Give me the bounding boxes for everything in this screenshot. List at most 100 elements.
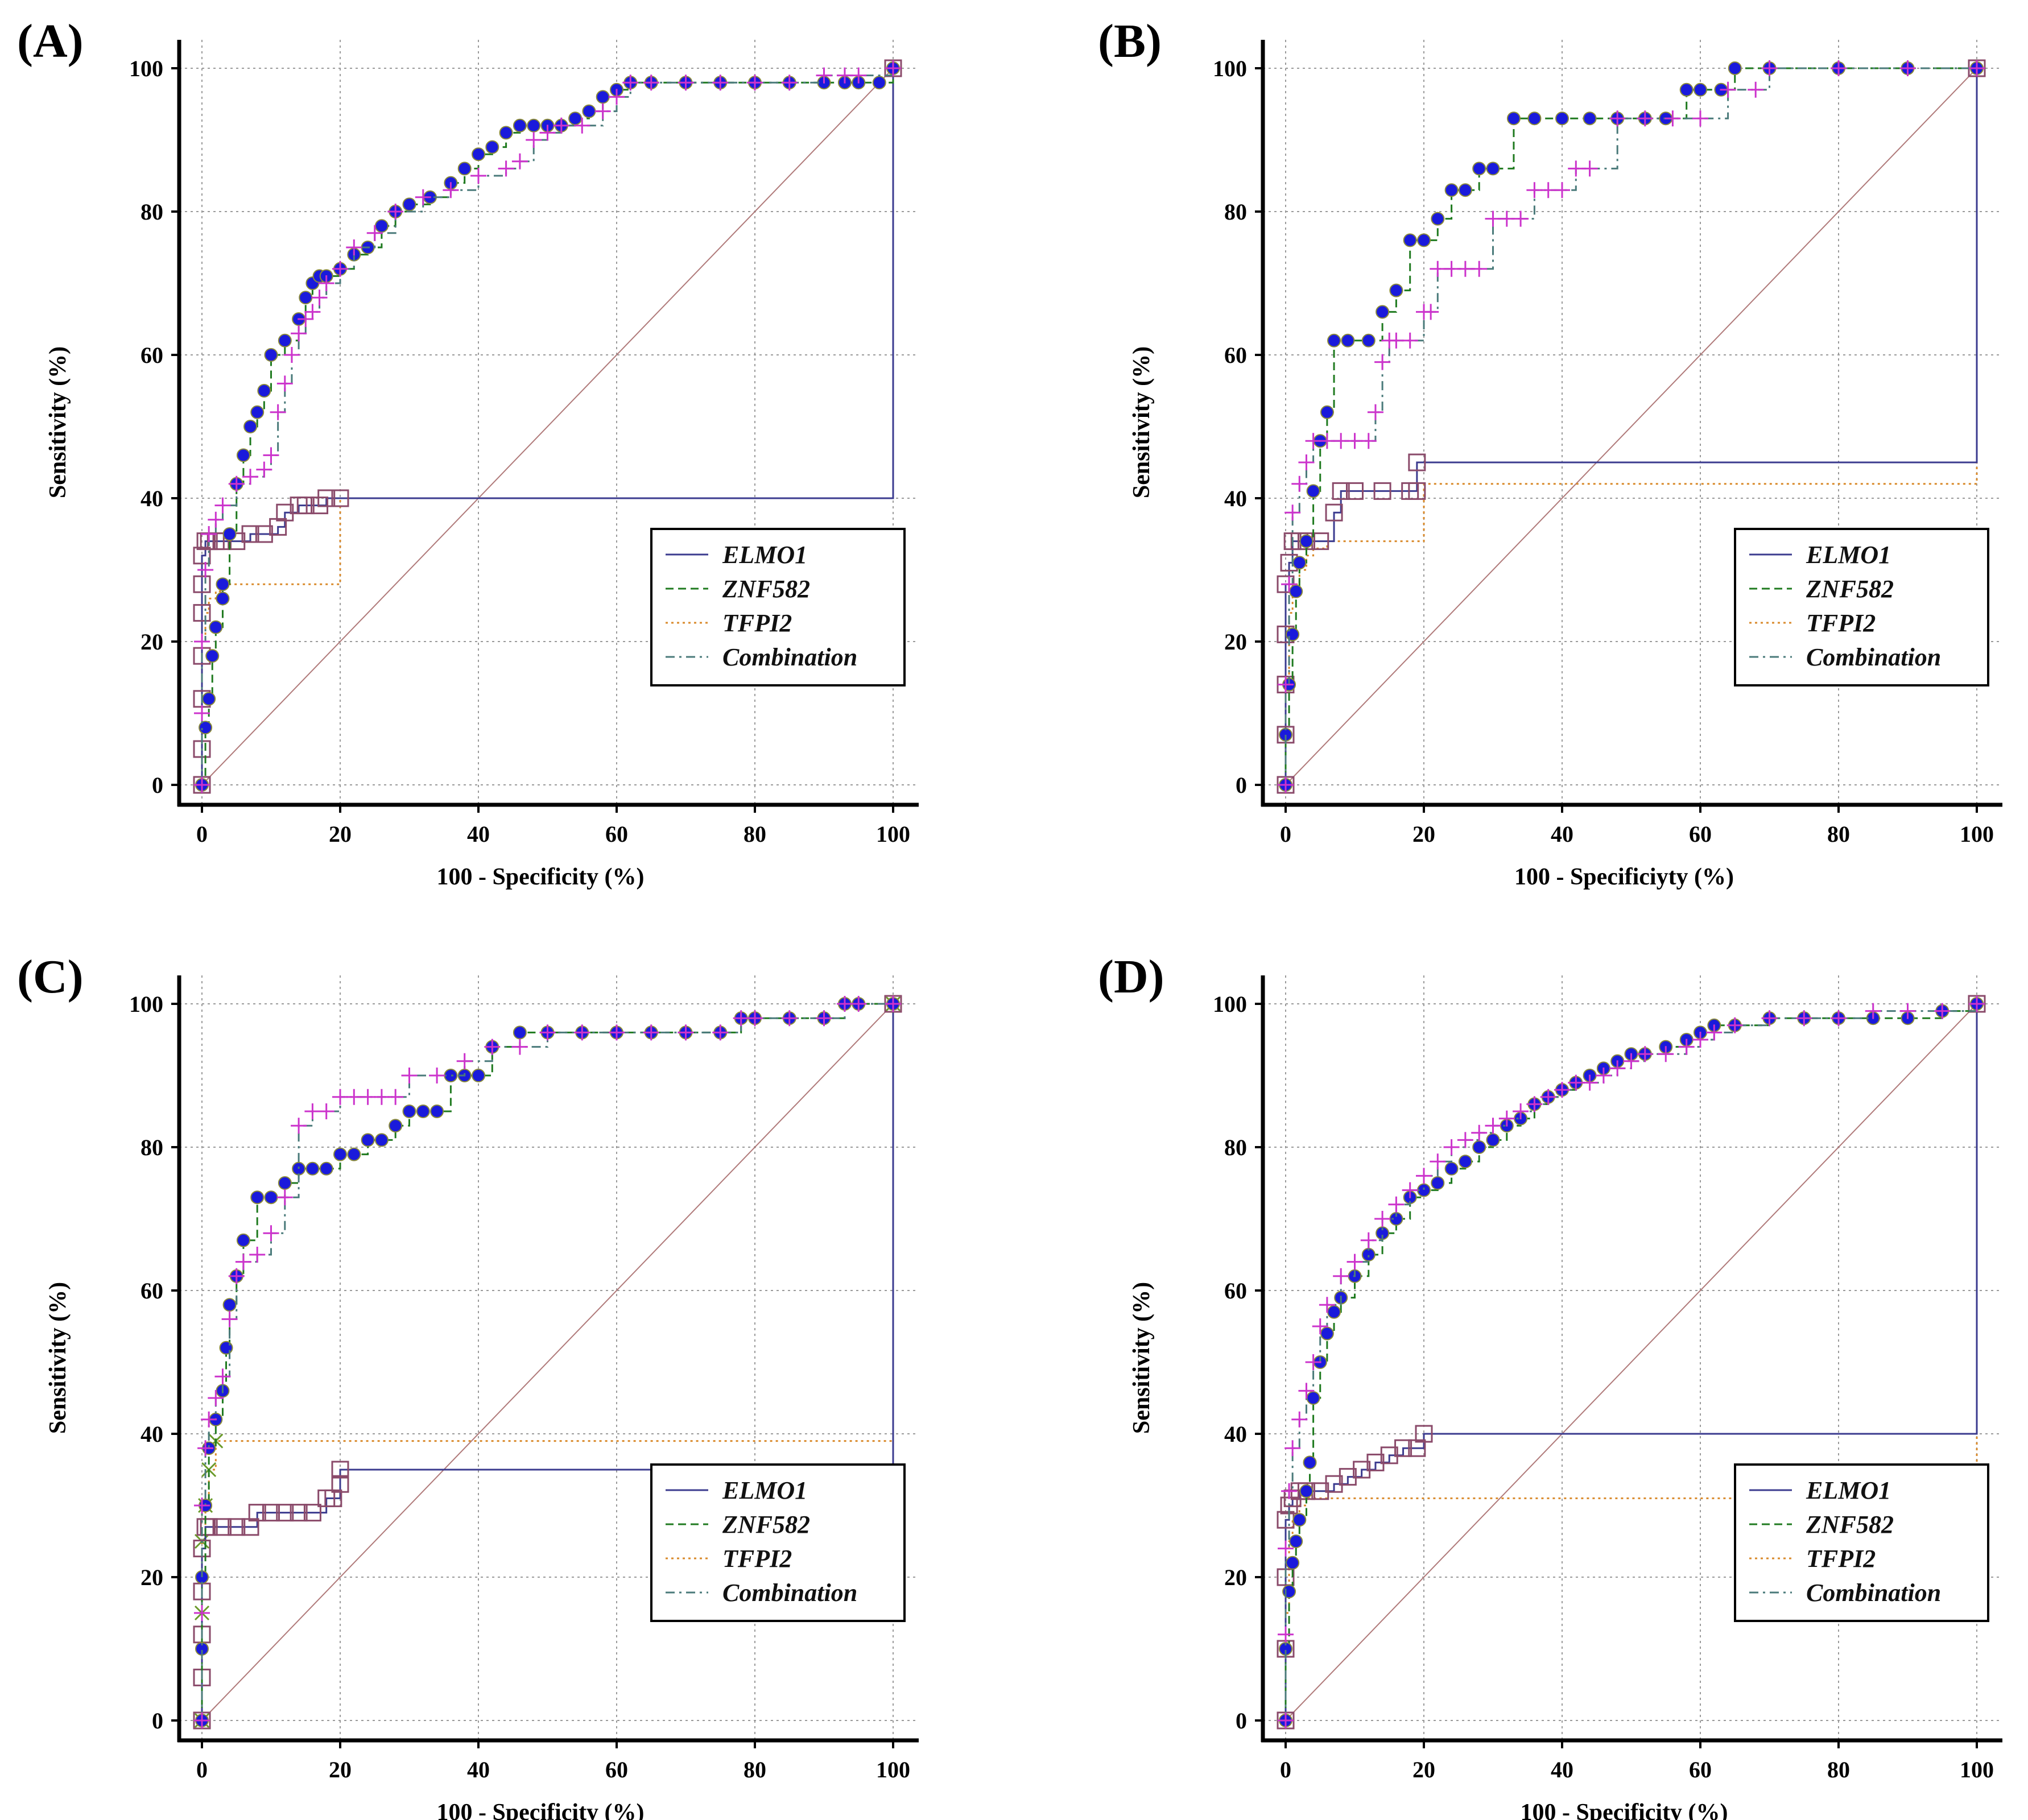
legend-label-tfpi2: TFPI2	[1806, 1545, 1876, 1573]
data-point	[1325, 503, 1343, 522]
data-point	[214, 497, 231, 514]
panel-label: (B)	[1098, 15, 1162, 68]
series-line-combination	[201, 1003, 893, 1720]
data-point	[1444, 183, 1459, 197]
data-point	[214, 1368, 231, 1385]
data-point	[1306, 484, 1320, 498]
data-point	[1292, 1513, 1307, 1527]
x-tick-label: 80	[744, 821, 766, 847]
legend-label-elmo1: ELMO1	[722, 1476, 807, 1504]
data-point	[553, 117, 569, 134]
data-point	[250, 405, 265, 419]
chart-panel-d: (D) 0 20 40 60 80 100 0 20 40 60 80 100 100 - Specifi…	[1098, 950, 2002, 1820]
data-point	[1471, 260, 1488, 277]
data-point	[366, 225, 383, 241]
y-tick-label: 60	[141, 342, 163, 368]
x-tick-label: 100	[1960, 1757, 1994, 1782]
data-point	[430, 1105, 444, 1118]
data-point	[1637, 1046, 1653, 1062]
chart-panel-c: (C) 0 20 40 60 80 100 0 20 40 60 80 100 100 - Specifi…	[17, 950, 919, 1820]
data-point	[1637, 110, 1653, 127]
data-point	[643, 75, 659, 91]
data-point	[303, 1504, 321, 1522]
legend-label-tfpi2: TFPI2	[722, 1545, 792, 1573]
data-point	[1581, 1074, 1598, 1091]
data-point	[1485, 1118, 1501, 1134]
data-point	[1347, 433, 1363, 449]
data-point	[257, 384, 271, 398]
data-point	[1568, 160, 1584, 177]
data-point	[333, 1147, 347, 1161]
data-point	[299, 291, 313, 305]
data-point	[1540, 1089, 1556, 1105]
data-point	[1472, 1140, 1486, 1154]
data-point	[574, 117, 590, 134]
data-point	[568, 111, 583, 126]
data-point	[1320, 1326, 1334, 1341]
y-tick-label: 0	[152, 1708, 163, 1734]
data-point	[304, 304, 321, 320]
data-point	[1347, 1254, 1363, 1270]
data-point	[1360, 433, 1377, 449]
data-point	[1319, 433, 1335, 449]
data-point	[594, 103, 611, 119]
data-point	[678, 75, 694, 91]
data-point	[1367, 404, 1383, 420]
data-point	[319, 1161, 333, 1176]
data-point	[416, 1105, 430, 1118]
x-tick-label: 20	[329, 1757, 352, 1782]
data-point	[197, 562, 214, 578]
x-tick-label: 20	[1412, 821, 1435, 847]
grid	[179, 40, 919, 805]
data-point	[415, 189, 431, 205]
data-point	[194, 1605, 210, 1621]
data-point	[241, 1518, 259, 1536]
data-point	[264, 348, 278, 362]
data-point	[296, 497, 315, 515]
legend-label-combination: Combination	[1806, 1579, 1941, 1607]
chart-panel-b: (B) 0 20 40 60 80 100 0 20 40 60 80 100 100 - Specifi…	[1098, 15, 2002, 890]
data-point	[1471, 1124, 1488, 1141]
y-tick-label: 60	[1224, 342, 1247, 368]
data-point	[1374, 354, 1391, 370]
data-point	[1416, 1168, 1432, 1184]
data-point	[236, 1233, 250, 1247]
data-point	[1408, 1439, 1426, 1457]
y-tick-label: 80	[141, 1135, 163, 1160]
data-point	[1415, 1425, 1433, 1443]
x-tick-label: 40	[1551, 1757, 1573, 1782]
y-tick-label: 0	[1236, 1708, 1247, 1734]
series-combination	[1278, 996, 1985, 1728]
reference-diagonal	[201, 68, 894, 785]
data-point	[1286, 1556, 1300, 1570]
data-point	[194, 705, 210, 721]
x-tick-label: 100	[876, 1757, 910, 1782]
data-point	[1341, 333, 1355, 348]
data-point	[1286, 627, 1300, 642]
data-point	[816, 67, 832, 84]
legend: ELMO1 ZNF582 TFPI2 Combination	[1734, 1463, 1989, 1622]
data-point	[291, 325, 307, 342]
data-point	[1289, 1534, 1303, 1548]
data-point	[1865, 1003, 1881, 1019]
data-point	[331, 1475, 349, 1493]
data-point	[1360, 1232, 1377, 1248]
data-point	[1299, 1484, 1314, 1498]
data-point	[1899, 1003, 1916, 1019]
data-point	[781, 1010, 798, 1027]
data-point	[387, 204, 404, 220]
data-point	[1278, 676, 1294, 693]
y-tick-label: 40	[141, 1421, 163, 1447]
data-point	[678, 1024, 694, 1041]
panel-label: (D)	[1098, 950, 1164, 1003]
data-point	[457, 162, 472, 176]
data-point	[361, 1133, 375, 1147]
data-point	[318, 1103, 334, 1119]
data-point	[1423, 304, 1439, 320]
legend-label-elmo1: ELMO1	[1806, 541, 1891, 569]
x-tick-label: 60	[1689, 821, 1712, 847]
y-tick-label: 40	[1224, 1421, 1247, 1447]
data-point	[1554, 1082, 1570, 1098]
data-point	[317, 489, 336, 507]
